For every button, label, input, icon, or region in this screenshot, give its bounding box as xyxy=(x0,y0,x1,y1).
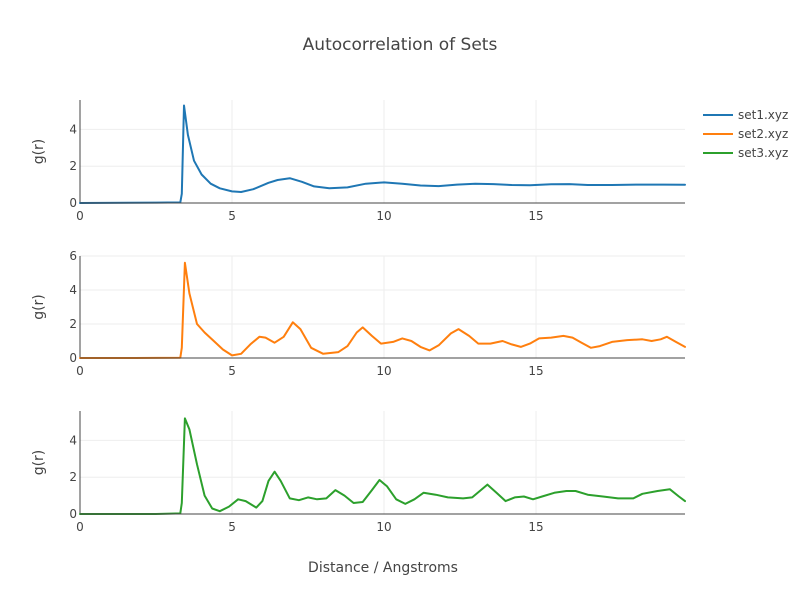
x-tick-label: 5 xyxy=(228,209,236,223)
chart-title: Autocorrelation of Sets xyxy=(303,35,498,55)
x-tick-label: 15 xyxy=(528,520,543,534)
subplots-layer: 0 2 4 0 5 10 15 g(r) 0 2 4 6 0 5 10 15 g(r) 0 2 4 0 5 10 15 g(r) xyxy=(31,100,686,534)
legend-item-3[interactable]: set3.xyz xyxy=(703,146,788,160)
y-axis-title: g(r) xyxy=(31,450,47,476)
legend[interactable]: set1.xyz set2.xyz set3.xyz xyxy=(703,108,788,160)
legend-item-1[interactable]: set1.xyz xyxy=(703,108,788,122)
series-line-2[interactable] xyxy=(79,261,686,359)
y-tick-label: 0 xyxy=(69,351,77,365)
x-tick-label: 10 xyxy=(376,209,391,223)
subplot-3: 0 2 4 0 5 10 15 g(r) xyxy=(31,411,686,534)
x-tick-label: 10 xyxy=(376,364,391,378)
y-tick-label: 2 xyxy=(69,470,77,484)
series-line-1[interactable] xyxy=(79,104,686,204)
x-tick-label: 10 xyxy=(376,520,391,534)
y-axis-title: g(r) xyxy=(31,294,47,320)
y-tick-label: 4 xyxy=(69,283,77,297)
subplot-1: 0 2 4 0 5 10 15 g(r) xyxy=(31,100,686,223)
subplot-2: 0 2 4 6 0 5 10 15 g(r) xyxy=(31,249,686,378)
x-tick-label: 5 xyxy=(228,520,236,534)
legend-label: set1.xyz xyxy=(738,108,788,122)
x-axis-title: Distance / Angstroms xyxy=(308,560,458,576)
x-tick-label: 5 xyxy=(228,364,236,378)
y-tick-label: 0 xyxy=(69,507,77,521)
x-tick-label: 15 xyxy=(528,364,543,378)
x-tick-label: 0 xyxy=(76,520,84,534)
y-tick-label: 2 xyxy=(69,159,77,173)
legend-item-2[interactable]: set2.xyz xyxy=(703,127,788,141)
legend-label: set3.xyz xyxy=(738,146,788,160)
y-tick-label: 4 xyxy=(69,122,77,136)
x-tick-label: 15 xyxy=(528,209,543,223)
x-tick-label: 0 xyxy=(76,209,84,223)
y-axis-title: g(r) xyxy=(31,139,47,165)
y-tick-label: 6 xyxy=(69,249,77,263)
y-tick-label: 0 xyxy=(69,196,77,210)
x-tick-label: 0 xyxy=(76,364,84,378)
legend-label: set2.xyz xyxy=(738,127,788,141)
y-tick-label: 4 xyxy=(69,433,77,447)
y-tick-label: 2 xyxy=(69,317,77,331)
series-line-3[interactable] xyxy=(79,417,686,515)
